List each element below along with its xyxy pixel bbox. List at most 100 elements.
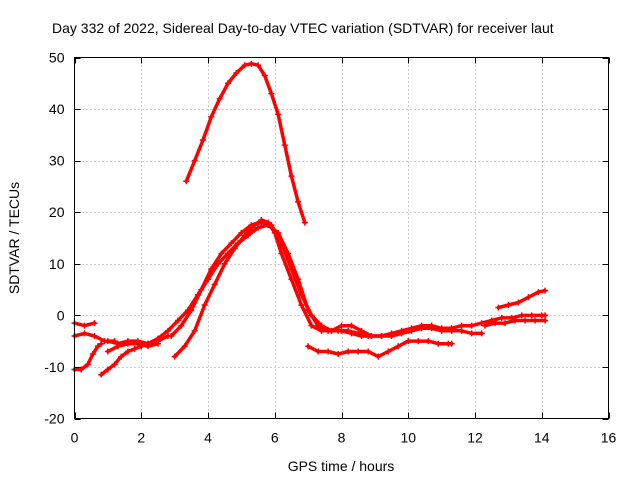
data-point [91,332,98,339]
data-point [408,327,415,334]
data-point [315,322,322,329]
data-point [415,338,422,345]
data-point [468,330,475,337]
data-point [144,343,151,350]
data-point [275,111,282,118]
data-point [348,322,355,329]
data-point [235,240,242,247]
data-point [365,332,372,339]
data-point [171,353,178,360]
data-point [91,320,98,327]
data-point [174,317,181,324]
data-point [94,343,101,350]
data-point [265,222,272,229]
series-arc-1 [184,61,307,225]
data-point [542,312,549,319]
data-point [218,250,225,257]
data-point [522,317,529,324]
data-point [335,351,342,358]
data-point [528,312,535,319]
data-point [199,137,206,144]
data-point [89,351,96,358]
data-point [164,327,171,334]
data-point [285,250,292,257]
data-point [194,291,201,298]
data-point [305,343,312,350]
data-point [248,60,255,67]
data-point [288,276,295,283]
data-point [295,198,302,205]
data-point [216,95,223,102]
y-tick-labels: -20 -10 0 10 20 30 40 50 [44,50,64,427]
data-point [385,348,392,355]
x-tick-label: 6 [271,430,279,446]
x-tick-label: 10 [400,430,416,446]
data-point [111,361,118,368]
x-tick-label: 0 [71,430,79,446]
data-point [425,338,432,345]
data-point [478,320,485,327]
data-point [542,317,549,324]
data-point [308,322,315,329]
data-point [518,312,525,319]
y-tick-label: -20 [44,411,64,427]
data-point [315,348,322,355]
data-point [184,307,191,314]
y-tick-label: 40 [49,101,65,117]
data-point [255,224,262,231]
data-point [248,222,255,229]
data-point [225,250,232,257]
data-point [183,178,190,185]
data-point [278,250,285,257]
data-point [111,338,118,345]
series-arc-8 [99,334,170,377]
data-point [191,157,198,164]
data-point [131,345,138,352]
data-point [542,287,549,294]
data-point [98,371,105,378]
data-point [448,327,455,334]
data-point [355,348,362,355]
data-point [338,322,345,329]
data-point [345,327,352,334]
data-point [81,330,88,337]
data-point [181,343,188,350]
x-tick-label: 12 [467,430,483,446]
y-tick-label: 20 [49,204,65,220]
x-tick-labels: 0 2 4 6 8 10 12 14 16 [71,430,617,446]
chart-title: Day 332 of 2022, Sidereal Day-to-day VTE… [52,20,554,36]
data-point [81,322,88,329]
data-point [398,330,405,337]
data-point [225,80,232,87]
data-point [228,240,235,247]
data-point [98,340,105,347]
series-layer [71,60,549,378]
data-point [221,260,228,267]
data-point [261,72,268,79]
data-point [498,314,505,321]
data-point [448,340,455,347]
x-tick-label: 2 [137,430,145,446]
data-point [388,332,395,339]
data-point [525,294,532,301]
data-point [468,322,475,329]
x-tick-label: 16 [601,430,617,446]
y-tick-label: 0 [57,307,65,323]
data-point [281,142,288,149]
data-point [418,325,425,332]
data-point [482,322,489,329]
data-point [275,229,282,236]
data-point [505,302,512,309]
data-point [104,366,111,373]
data-point [215,260,222,267]
data-point [515,299,522,306]
y-tick-label: 50 [49,50,65,66]
data-point [395,343,402,350]
data-point [238,229,245,236]
data-point [233,69,240,76]
y-tick-label: 30 [49,153,65,169]
data-point [301,219,308,226]
data-point [114,343,121,350]
data-point [325,348,332,355]
data-point [298,302,305,309]
